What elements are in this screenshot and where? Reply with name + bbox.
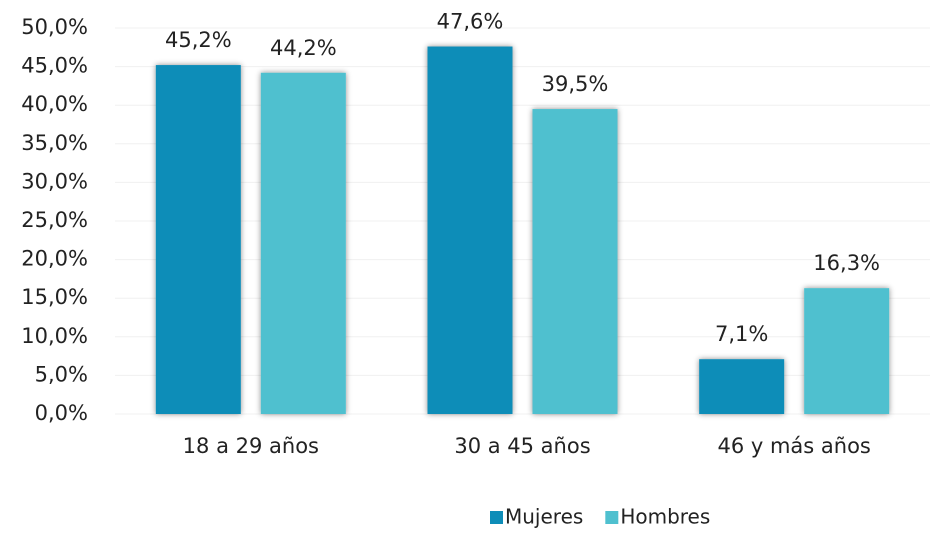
y-tick-label: 5,0% [35,362,88,386]
y-tick-label: 35,0% [21,131,88,155]
value-label: 16,3% [813,251,880,275]
bar [532,109,618,414]
y-tick-label: 30,0% [21,169,88,193]
bar [804,288,890,414]
y-tick-label: 0,0% [35,401,88,425]
legend-swatch [490,511,503,524]
y-tick-label: 20,0% [21,247,88,271]
y-tick-label: 15,0% [21,285,88,309]
bar [699,359,785,414]
value-label: 44,2% [270,36,337,60]
legend-label: Mujeres [505,505,583,529]
x-tick-label: 18 a 29 años [183,434,319,458]
y-tick-label: 50,0% [21,15,88,39]
bar [260,72,346,414]
legend: Mujeres Hombres [490,505,710,529]
legend-swatch [605,511,619,524]
value-label: 39,5% [542,72,609,96]
y-tick-label: 25,0% [21,208,88,232]
value-label: 47,6% [437,10,504,34]
x-tick-label: 46 y más años [717,434,870,458]
value-label: 45,2% [165,28,232,52]
x-tick-label: 30 a 45 años [454,434,590,458]
y-tick-label: 45,0% [21,54,88,78]
legend-label: Hombres [620,505,710,529]
bar [427,46,513,414]
y-tick-label: 40,0% [21,92,88,116]
value-label: 7,1% [715,322,768,346]
y-tick-label: 10,0% [21,324,88,348]
bar [155,65,241,414]
